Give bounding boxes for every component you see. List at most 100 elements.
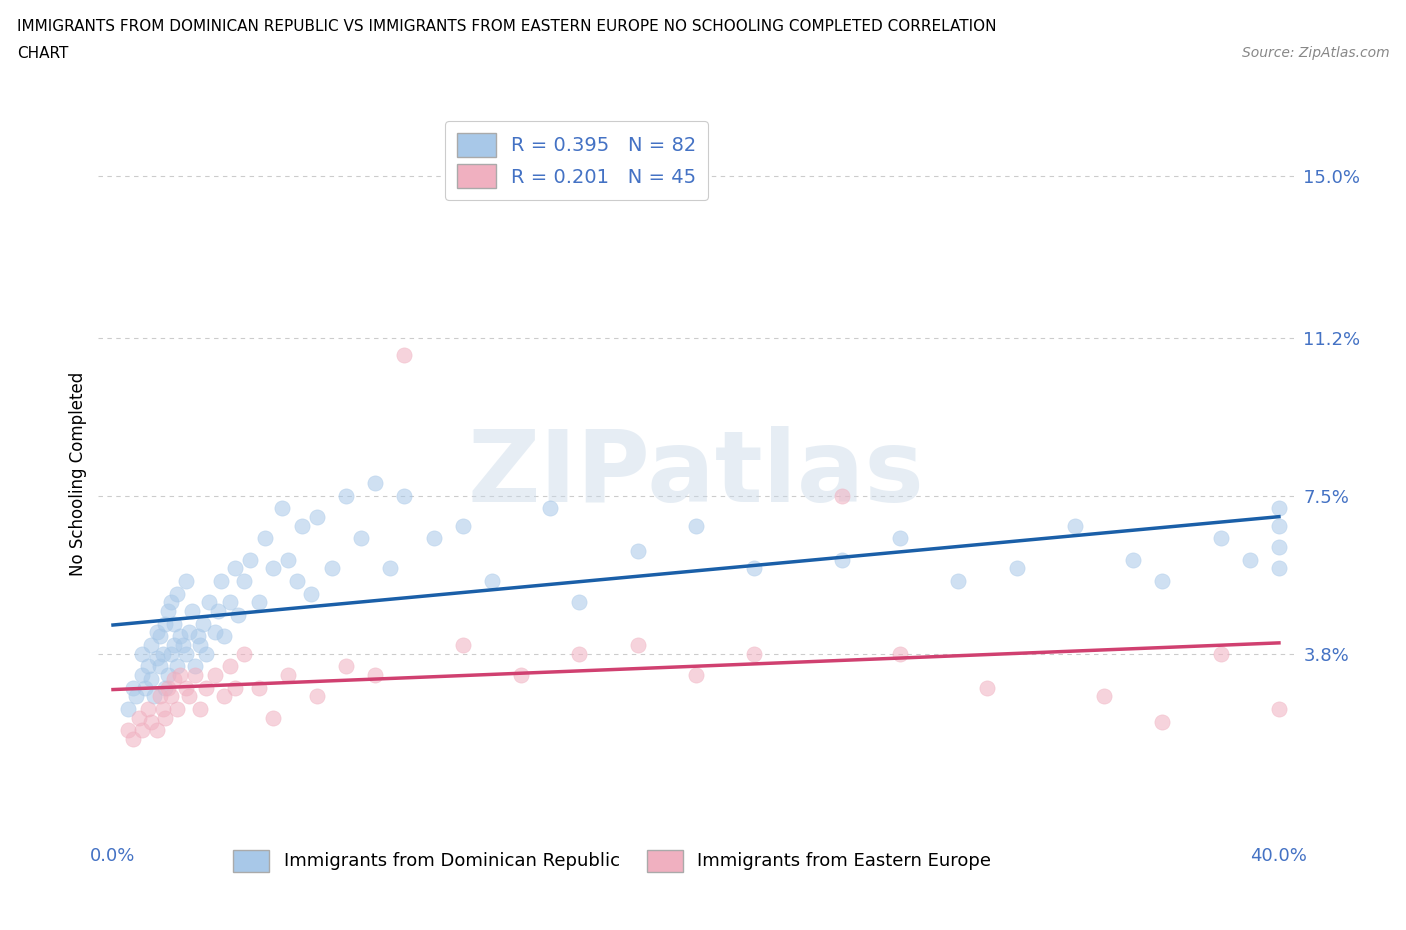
Point	[948, 574, 970, 589]
Point	[1005, 561, 1028, 576]
Text: Source: ZipAtlas.com: Source: ZipAtlas.com	[1241, 46, 1389, 60]
Y-axis label: No Schooling Completed: No Schooling Completed	[69, 372, 87, 577]
Point	[742, 561, 765, 576]
Point	[190, 638, 212, 653]
Point	[253, 531, 276, 546]
Point	[451, 518, 474, 533]
Point	[262, 561, 284, 576]
Point	[155, 617, 177, 631]
Point	[335, 488, 357, 503]
Point	[166, 658, 188, 673]
Point	[152, 701, 174, 716]
Point	[163, 638, 186, 653]
Point	[157, 604, 180, 618]
Point	[1268, 518, 1291, 533]
Point	[321, 561, 343, 576]
Point	[183, 658, 205, 673]
Point	[627, 544, 650, 559]
Point	[169, 629, 191, 644]
Point	[831, 552, 853, 567]
Point	[1122, 552, 1144, 567]
Point	[247, 680, 270, 695]
Point	[305, 689, 328, 704]
Point	[394, 348, 416, 363]
Point	[131, 668, 153, 683]
Point	[627, 638, 650, 653]
Point	[160, 595, 183, 610]
Point	[136, 658, 159, 673]
Point	[364, 475, 387, 490]
Legend: Immigrants from Dominican Republic, Immigrants from Eastern Europe: Immigrants from Dominican Republic, Immi…	[226, 843, 998, 879]
Point	[207, 604, 229, 618]
Point	[889, 646, 911, 661]
Point	[685, 668, 707, 683]
Point	[195, 646, 218, 661]
Point	[510, 668, 533, 683]
Point	[149, 689, 172, 704]
Point	[1268, 501, 1291, 516]
Point	[1152, 574, 1174, 589]
Point	[350, 531, 373, 546]
Point	[1209, 531, 1232, 546]
Point	[145, 650, 167, 665]
Point	[889, 531, 911, 546]
Point	[149, 658, 172, 673]
Point	[1209, 646, 1232, 661]
Point	[186, 629, 208, 644]
Point	[136, 701, 159, 716]
Point	[209, 574, 232, 589]
Point	[1152, 714, 1174, 729]
Point	[364, 668, 387, 683]
Point	[1268, 561, 1291, 576]
Point	[204, 625, 226, 640]
Point	[1064, 518, 1087, 533]
Point	[233, 646, 256, 661]
Point	[233, 574, 256, 589]
Point	[271, 501, 294, 516]
Point	[335, 658, 357, 673]
Point	[212, 689, 235, 704]
Point	[149, 629, 172, 644]
Point	[305, 510, 328, 525]
Point	[538, 501, 561, 516]
Point	[422, 531, 444, 546]
Point	[139, 638, 162, 653]
Point	[145, 625, 167, 640]
Point	[451, 638, 474, 653]
Point	[204, 668, 226, 683]
Point	[1239, 552, 1261, 567]
Point	[139, 671, 162, 686]
Point	[685, 518, 707, 533]
Text: ZIPatlas: ZIPatlas	[468, 426, 924, 523]
Point	[155, 680, 177, 695]
Point	[299, 586, 322, 601]
Point	[157, 680, 180, 695]
Point	[1268, 701, 1291, 716]
Point	[277, 668, 299, 683]
Point	[262, 711, 284, 725]
Point	[163, 617, 186, 631]
Point	[145, 723, 167, 737]
Point	[218, 658, 240, 673]
Point	[117, 701, 139, 716]
Point	[166, 586, 188, 601]
Point	[174, 680, 197, 695]
Point	[742, 646, 765, 661]
Point	[831, 488, 853, 503]
Point	[247, 595, 270, 610]
Text: CHART: CHART	[17, 46, 69, 61]
Point	[198, 595, 221, 610]
Point	[174, 646, 197, 661]
Point	[160, 646, 183, 661]
Point	[568, 595, 591, 610]
Point	[152, 646, 174, 661]
Point	[224, 680, 246, 695]
Point	[125, 689, 148, 704]
Point	[172, 638, 194, 653]
Point	[157, 668, 180, 683]
Point	[224, 561, 246, 576]
Point	[277, 552, 299, 567]
Point	[128, 711, 150, 725]
Point	[160, 689, 183, 704]
Point	[139, 714, 162, 729]
